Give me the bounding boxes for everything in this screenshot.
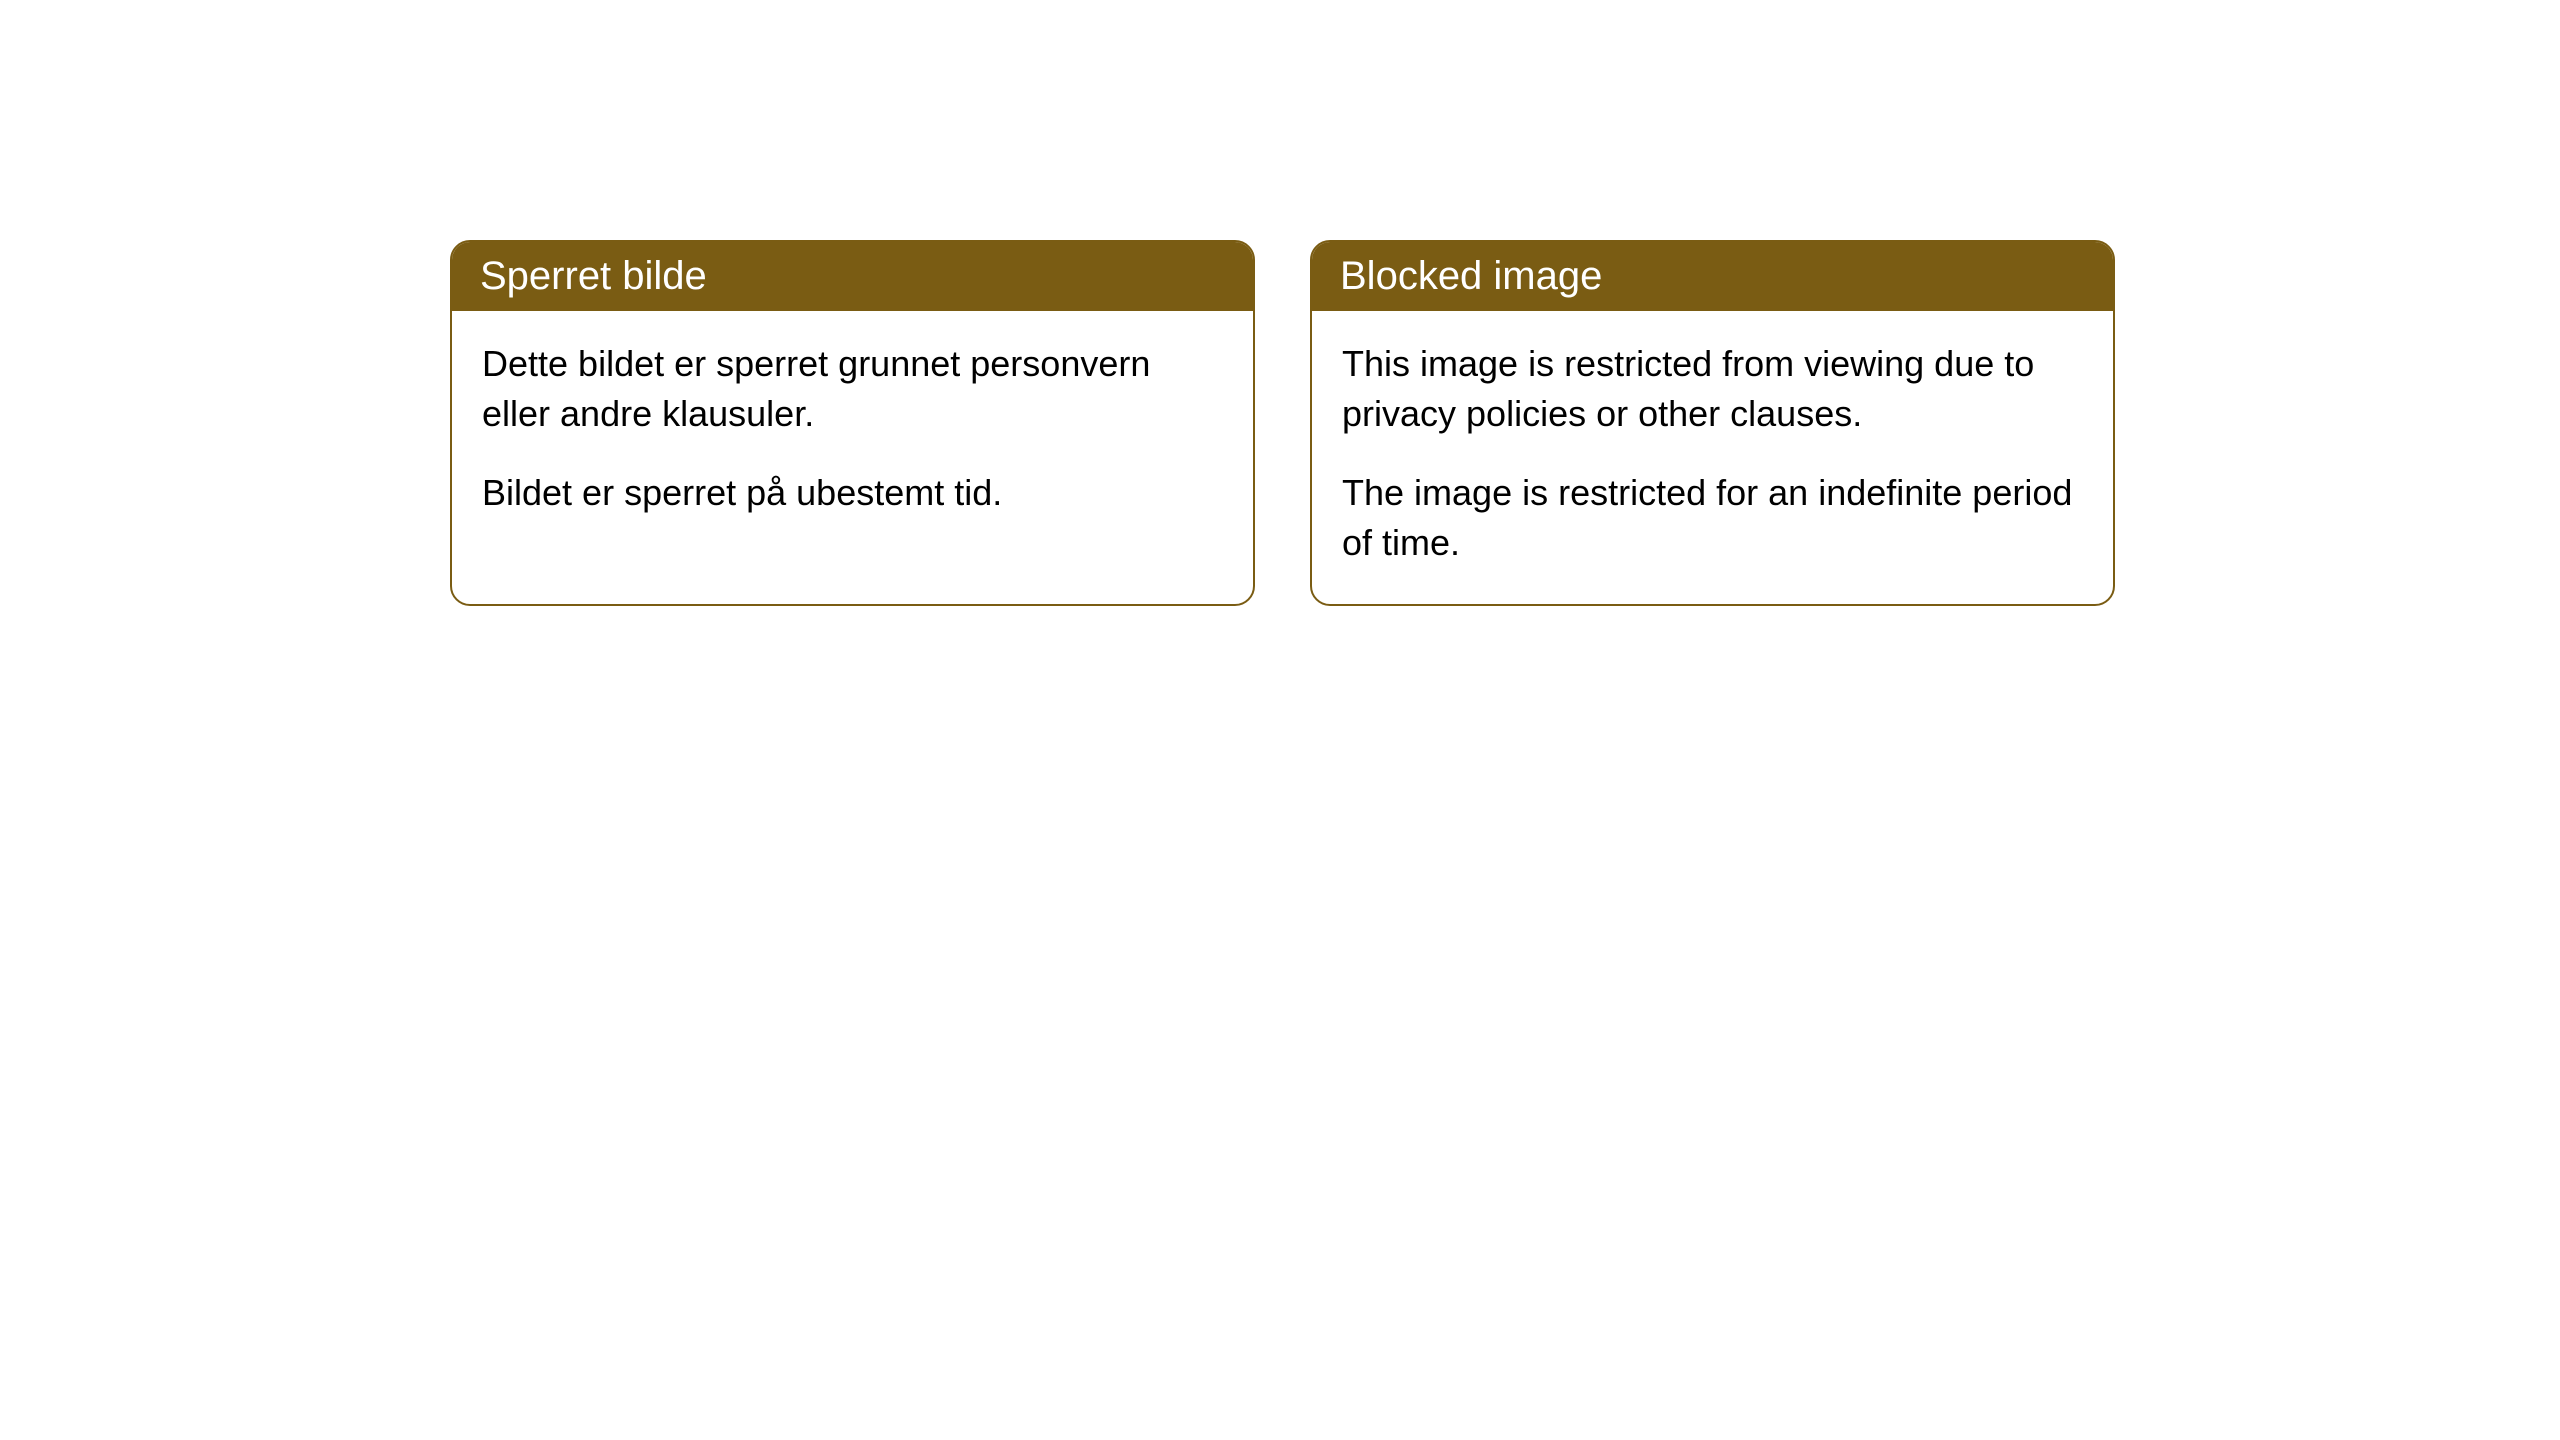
- notice-cards-container: Sperret bilde Dette bildet er sperret gr…: [450, 240, 2560, 606]
- notice-paragraph-2: The image is restricted for an indefinit…: [1342, 468, 2083, 569]
- notice-card-title: Sperret bilde: [452, 242, 1253, 311]
- notice-card-body: This image is restricted from viewing du…: [1312, 311, 2113, 604]
- notice-card-body: Dette bildet er sperret grunnet personve…: [452, 311, 1253, 553]
- notice-paragraph-1: This image is restricted from viewing du…: [1342, 339, 2083, 440]
- notice-card-norwegian: Sperret bilde Dette bildet er sperret gr…: [450, 240, 1255, 606]
- notice-card-english: Blocked image This image is restricted f…: [1310, 240, 2115, 606]
- notice-paragraph-1: Dette bildet er sperret grunnet personve…: [482, 339, 1223, 440]
- notice-card-title: Blocked image: [1312, 242, 2113, 311]
- notice-paragraph-2: Bildet er sperret på ubestemt tid.: [482, 468, 1223, 518]
